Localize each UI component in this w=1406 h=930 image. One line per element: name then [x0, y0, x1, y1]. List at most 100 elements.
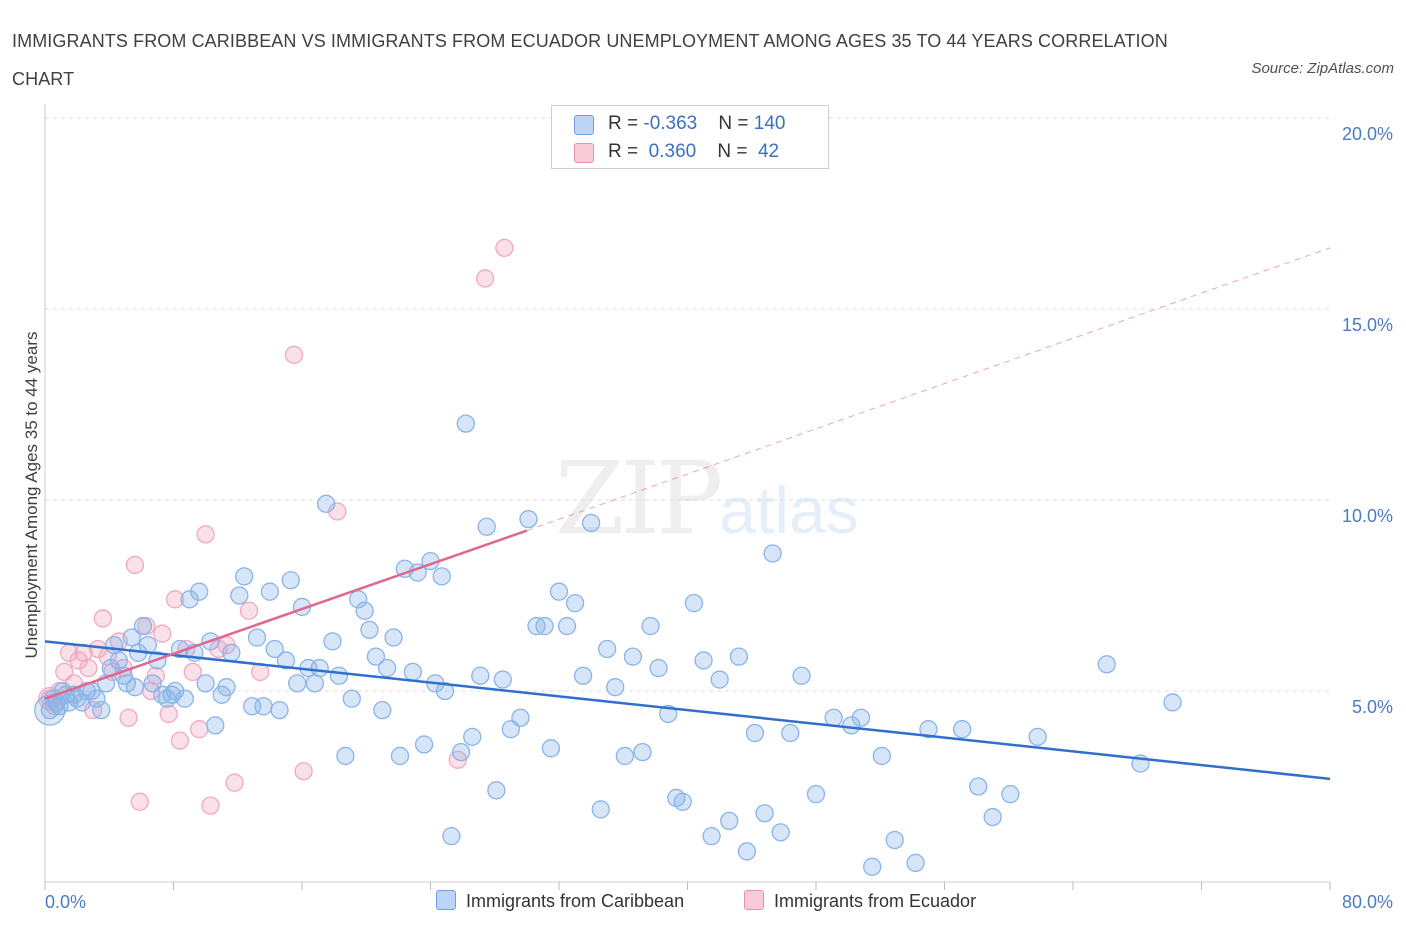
caribbean-legend-swatch — [436, 890, 456, 910]
caribbean-point — [305, 674, 325, 693]
caribbean-point — [165, 681, 185, 701]
caribbean-point — [373, 700, 392, 720]
ecuador-point — [475, 269, 495, 288]
caribbean-point — [222, 643, 241, 662]
caribbean-point — [511, 708, 530, 727]
caribbean-point — [276, 651, 296, 670]
caribbean-point — [487, 781, 506, 800]
ecuador-point — [93, 609, 112, 628]
legend-n-label: N = — [718, 113, 754, 134]
ecuador-point — [183, 662, 202, 682]
watermark: ZIPatlas — [555, 440, 859, 557]
caribbean-point — [265, 639, 284, 659]
caribbean-point — [235, 567, 254, 586]
caribbean-point — [598, 639, 617, 659]
ecuador-point — [201, 796, 220, 815]
caribbean-point — [316, 494, 336, 513]
chart-title: IMMIGRANTS FROM CARIBBEAN VS IMMIGRANTS … — [12, 31, 1168, 89]
ecuador-point — [294, 762, 313, 781]
watermark-atlas: atlas — [719, 473, 859, 547]
caribbean-point — [1001, 784, 1020, 804]
caribbean-point — [737, 842, 757, 861]
caribbean-point — [122, 628, 141, 647]
ecuador-point — [190, 720, 209, 739]
caribbean-point — [906, 853, 925, 873]
legend-r-value: 0.360 — [643, 141, 697, 162]
x-tick-label: 0.0% — [45, 892, 86, 912]
caribbean-point — [1028, 727, 1047, 746]
caribbean-point — [329, 666, 349, 685]
caribbean-point — [390, 746, 410, 766]
ecuador-point — [125, 555, 145, 575]
source-credit: Source: ZipAtlas.com — [1251, 60, 1394, 77]
caribbean-point — [270, 700, 289, 720]
caribbean-point — [92, 700, 111, 720]
ecuador-point — [130, 792, 149, 811]
caribbean-point — [281, 571, 300, 590]
caribbean-point — [435, 681, 455, 701]
ecuador-point — [170, 731, 190, 750]
caribbean-point — [206, 716, 225, 735]
legend-n-label: N = — [717, 141, 753, 162]
caribbean-point — [557, 616, 577, 636]
caribbean-point — [851, 708, 871, 727]
caribbean-point — [323, 632, 342, 651]
caribbean-point — [694, 651, 713, 670]
axis-labels: 5.0% 10.0% 15.0% 20.0% 0.0% 80.0% Unemployment… — [22, 124, 1393, 912]
caribbean-point — [366, 647, 386, 666]
caribbean-points — [34, 414, 1182, 876]
caribbean-point — [403, 662, 422, 682]
caribbean-point — [763, 544, 782, 563]
caribbean-point — [720, 811, 739, 831]
caribbean-point — [615, 746, 635, 766]
caribbean-point — [451, 742, 471, 762]
caribbean-point — [175, 689, 194, 708]
legend-r-label: R = — [608, 141, 644, 162]
caribbean-point — [806, 784, 826, 804]
ecuador-point — [284, 345, 304, 364]
caribbean-point — [549, 582, 569, 601]
caribbean-point — [983, 807, 1002, 827]
caribbean-point — [969, 777, 988, 796]
caribbean-point — [755, 804, 774, 823]
ecuador-trend-extension — [526, 247, 1331, 532]
caribbean-point — [230, 586, 249, 605]
bottom-legend-caribbean: Immigrants from Caribbean — [436, 890, 684, 912]
caribbean-swatch — [574, 115, 594, 135]
caribbean-point — [109, 651, 129, 670]
caribbean-point — [565, 593, 585, 613]
caribbean-point — [349, 590, 368, 609]
caribbean-point — [463, 727, 482, 746]
ecuador-legend-swatch — [744, 890, 764, 910]
caribbean-point — [432, 567, 451, 586]
caribbean-point — [384, 628, 403, 647]
legend-n-value: 140 — [753, 113, 786, 134]
caribbean-point — [342, 689, 361, 708]
caribbean-point — [360, 620, 379, 640]
trend-lines — [44, 247, 1331, 781]
caribbean-point — [606, 678, 625, 697]
caribbean-point — [519, 509, 538, 529]
caribbean-point — [842, 716, 861, 735]
caribbean-point — [641, 616, 660, 636]
y-tick-label: 15.0% — [1342, 315, 1393, 335]
caribbean-point — [885, 830, 904, 850]
caribbean-point — [649, 658, 668, 678]
caribbean-point — [196, 674, 215, 693]
ecuador-point — [196, 525, 215, 544]
caribbean-point — [471, 666, 490, 685]
caribbean-point — [493, 670, 512, 689]
caribbean-trend-line — [44, 640, 1331, 781]
caribbean-point — [355, 601, 374, 620]
y-tick-label: 20.0% — [1342, 124, 1393, 144]
ecuador-point — [153, 624, 172, 643]
y-axis-label: Unemployment Among Ages 35 to 44 years — [22, 332, 41, 659]
caribbean-point — [477, 517, 496, 536]
caribbean-point — [456, 414, 475, 433]
caribbean-point — [535, 616, 554, 636]
ecuador-point — [165, 590, 185, 609]
watermark-zip: ZIP — [555, 440, 723, 557]
caribbean-point — [104, 636, 124, 655]
caribbean-point — [288, 674, 307, 693]
